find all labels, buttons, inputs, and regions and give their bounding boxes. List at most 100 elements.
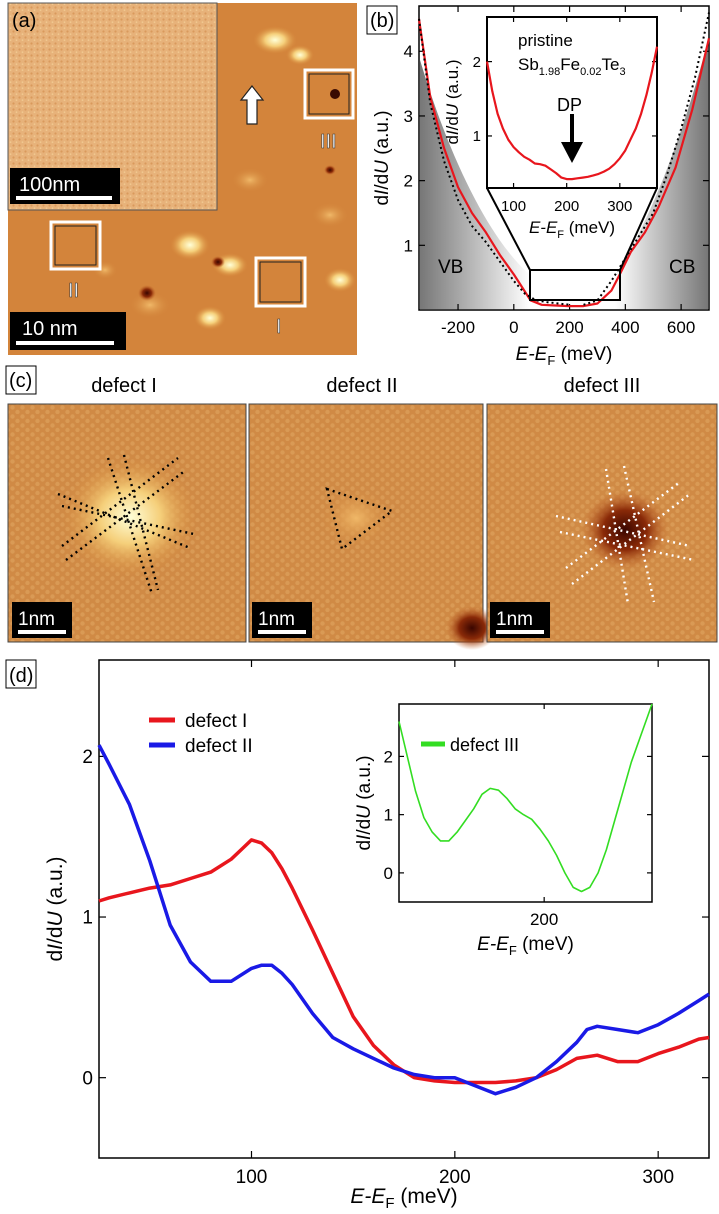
x-tick-label: 200 (555, 318, 583, 337)
y-axis-label: dI/dU (a.u.) (354, 755, 375, 850)
panel-label-d-box (5, 659, 37, 689)
cb-label: CB (669, 257, 695, 278)
x-tick-label: 100 (501, 198, 526, 215)
defect-bump (253, 26, 297, 54)
series-line-b-main-0 (417, 18, 711, 308)
defect-III-pit (581, 490, 669, 570)
defect-box-III-inner (308, 73, 350, 115)
defect-pit (211, 256, 225, 268)
x-axis-label: E-EF (meV) (529, 218, 615, 241)
y-tick-label: 3 (404, 107, 413, 126)
y-tick-label: 2 (473, 54, 481, 71)
defect-bump (130, 292, 170, 318)
y-axis-label: dI/dU (a.u.) (372, 110, 393, 205)
defect-pit (446, 606, 498, 650)
panel-c: (c) defect I defect II defect III 1nm 1n… (5, 365, 718, 650)
scalebar-label-c3: 1nm (496, 609, 533, 630)
panel-label-b: (b) (370, 10, 394, 32)
y-tick-label: 0 (384, 864, 393, 883)
y-tick-label: 1 (82, 908, 93, 929)
plot-frame-d (98, 659, 710, 1159)
inset-formula: Sb1.98Fe0.02Te3 (518, 55, 626, 78)
scalebar-label-inset: 100nm (19, 174, 80, 196)
y-axis-label: dI/dU (a.u.) (44, 856, 67, 961)
panel-label-c-box (5, 365, 37, 395)
scalebar-label-c2: 1nm (258, 609, 295, 630)
symmetry-lines-defect-III (555, 465, 695, 605)
scalebar-label-main: 10 nm (22, 318, 78, 340)
defect-box-I (254, 256, 307, 308)
panel-a: (a) 100nm 10 nm III II I (7, 2, 357, 355)
defect-box-II-inner (54, 225, 97, 266)
y-tick-label: 1 (384, 806, 393, 825)
y-tick-label: 1 (404, 236, 413, 255)
x-tick-label: 200 (530, 910, 558, 929)
defect-bump (194, 306, 226, 330)
x-axis-label: E-EF (meV) (350, 1185, 457, 1212)
x-tick-label: 100 (236, 1167, 268, 1188)
defect-pit (138, 285, 156, 301)
legend-label-defect-II: defect II (185, 736, 253, 757)
panel-label-d: (d) (9, 665, 33, 687)
defect-box-III (303, 68, 355, 120)
defect-box-I-inner (259, 261, 302, 303)
panel-d: (d) 100 200 300 0 1 2 E-EF (meV) dI/dU (a.u.) 2… (5, 659, 710, 1212)
valence-band-shade (420, 60, 530, 309)
series-line-d-main-1 (97, 744, 710, 1096)
scalebar-c1 (18, 630, 66, 634)
dp-arrow-icon (561, 142, 583, 163)
plot-b-inset: 100 200 300 1 2 E-EF (meV) dI/dU (a.u.) (443, 17, 659, 241)
scalebar-label-c1: 1nm (18, 609, 55, 630)
box-label-I: I (276, 316, 282, 338)
x-tick-label: 600 (667, 318, 695, 337)
x-tick-label: 300 (642, 1167, 674, 1188)
panel-label-b-box (366, 5, 398, 35)
defect-bump (286, 45, 314, 65)
plot-d-inset: 200 0 1 2 E-EF (meV) dI/dU (a.u.) (354, 703, 653, 958)
x-axis-label: E-EF (meV) (516, 344, 613, 368)
plot-b-main: -200 0 200 400 600 1 2 3 4 E-EF (meV) dI/dU (a.u.) (372, 6, 711, 368)
series-line-b-inset-0 (485, 46, 659, 181)
inset-frame-d (398, 703, 653, 903)
x-tick-label: 200 (554, 198, 579, 215)
zoom-line-left (486, 187, 531, 271)
series-line-b-main-1 (418, 18, 570, 306)
legend-label-defect-III: defect III (450, 735, 519, 755)
series-line-d-inset-0 (398, 703, 653, 893)
box-label-II: II (68, 280, 79, 302)
x-tick-label: -200 (441, 318, 475, 337)
dp-label: DP (557, 95, 582, 115)
scalebar-inset (16, 196, 112, 200)
defect-III-mark (330, 89, 340, 99)
defect-pit (324, 165, 336, 175)
panel-label-a: (a) (12, 10, 36, 32)
plot-d-main: 100 200 300 0 1 2 E-EF (meV) dI/dU (a.u.) (44, 660, 710, 1212)
defect-II-bump (320, 488, 392, 548)
title-defect-III: defect III (564, 375, 641, 397)
y-tick-label: 2 (82, 747, 93, 768)
panel-b: VB CB -200 0 200 400 600 1 2 3 4 E-EF (meV) dI/dU … (366, 5, 711, 368)
y-tick-label: 1 (473, 128, 481, 145)
inset-title-pristine: pristine (518, 31, 573, 50)
scalebar-c3 (496, 630, 544, 634)
zoom-box (529, 269, 621, 301)
scalebar-main (16, 341, 114, 345)
series-line-b-main-2 (583, 12, 710, 306)
scalebar-c2 (258, 630, 306, 634)
y-tick-label: 4 (404, 42, 413, 61)
x-tick-label: 200 (439, 1167, 471, 1188)
x-tick-label: 400 (611, 318, 639, 337)
defect-bump (324, 268, 356, 292)
x-tick-label: 0 (509, 318, 518, 337)
y-tick-label: 2 (404, 172, 413, 191)
series-line-d-main-0 (98, 838, 710, 1085)
x-axis-label: E-EF (meV) (477, 934, 574, 958)
y-axis-label: dI/dU (a.u.) (443, 59, 462, 144)
defect-bump (170, 230, 210, 260)
legend-label-defect-I: defect I (185, 711, 247, 732)
panel-label-c: (c) (9, 370, 32, 392)
zoom-line-right (619, 187, 658, 271)
y-tick-label: 0 (82, 1068, 93, 1089)
defect-box-II (49, 220, 102, 271)
